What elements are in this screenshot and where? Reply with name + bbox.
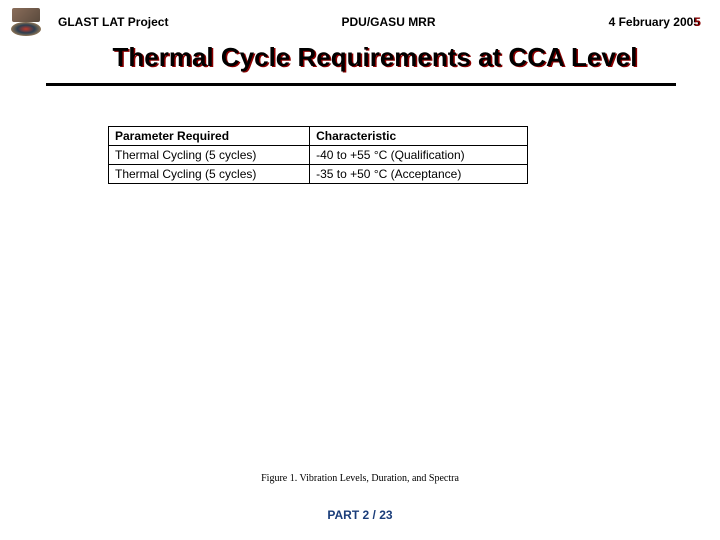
table-header-row: Parameter Required Characteristic	[109, 127, 528, 146]
title-divider	[46, 83, 676, 86]
header-date: 4 February 2005	[609, 15, 700, 29]
col-header-parameter: Parameter Required	[109, 127, 310, 146]
figure-caption: Figure 1. Vibration Levels, Duration, an…	[0, 473, 720, 484]
header-center: PDU/GASU MRR	[342, 15, 436, 29]
project-logo	[10, 8, 42, 36]
cell-char: -40 to +55 °C (Qualification)	[310, 146, 528, 165]
footer-total: 23	[379, 508, 392, 522]
page-footer: PART 2 / 23	[0, 508, 720, 522]
slide-header: GLAST LAT Project PDU/GASU MRR 4 Februar…	[0, 0, 720, 40]
footer-part: PART 2	[327, 508, 369, 522]
cell-char: -35 to +50 °C (Acceptance)	[310, 165, 528, 184]
header-text-row: GLAST LAT Project PDU/GASU MRR 4 Februar…	[54, 15, 710, 29]
slide-title-container: Thermal Cycle Requirements at CCA Level …	[0, 40, 720, 79]
cell-param: Thermal Cycling (5 cycles)	[109, 165, 310, 184]
header-project: GLAST LAT Project	[58, 15, 168, 29]
col-header-characteristic: Characteristic	[310, 127, 528, 146]
slide-title: Thermal Cycle Requirements at CCA Level	[50, 42, 700, 73]
requirements-table-container: Parameter Required Characteristic Therma…	[108, 126, 528, 184]
requirements-table: Parameter Required Characteristic Therma…	[108, 126, 528, 184]
cell-param: Thermal Cycling (5 cycles)	[109, 146, 310, 165]
footer-sep: /	[369, 508, 379, 522]
table-row: Thermal Cycling (5 cycles) -35 to +50 °C…	[109, 165, 528, 184]
table-row: Thermal Cycling (5 cycles) -40 to +55 °C…	[109, 146, 528, 165]
